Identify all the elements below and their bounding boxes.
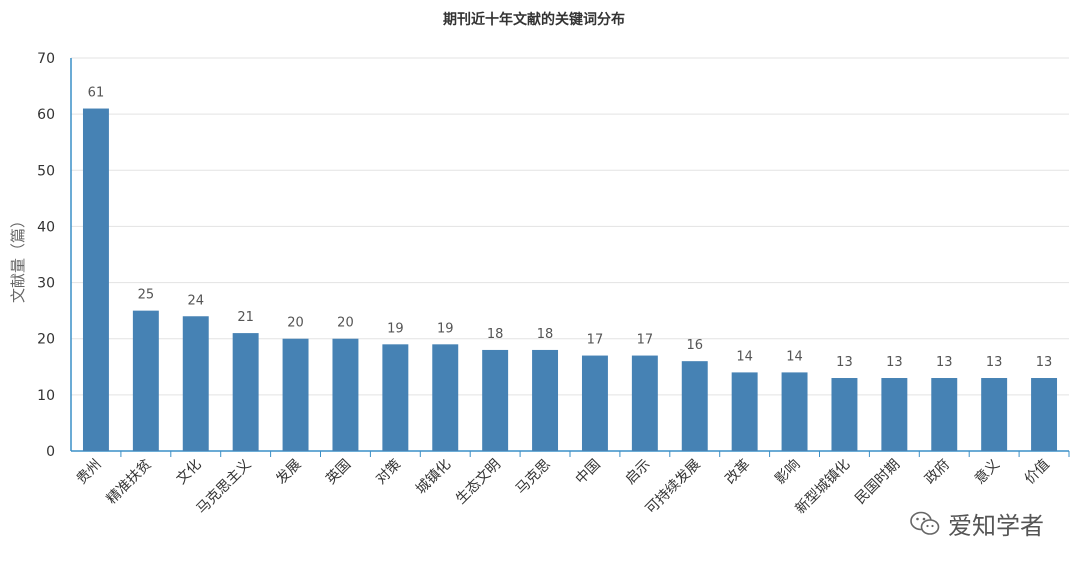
data-label: 19 <box>437 321 454 336</box>
data-label: 18 <box>487 327 504 342</box>
data-label: 13 <box>886 355 903 370</box>
y-tick-label: 70 <box>37 51 55 67</box>
data-label: 16 <box>686 338 703 353</box>
data-label: 24 <box>187 293 204 308</box>
x-tick-label: 影响 <box>772 457 803 488</box>
data-label: 19 <box>387 321 404 336</box>
data-label: 20 <box>337 316 354 331</box>
x-tick-label: 马克思主义 <box>194 457 255 518</box>
bars <box>82 108 1058 452</box>
y-tick-label: 0 <box>46 444 55 460</box>
data-label: 13 <box>836 355 853 370</box>
gridlines <box>71 57 1069 396</box>
x-tick-label: 发展 <box>273 457 304 488</box>
bar <box>282 338 309 451</box>
watermark-text: 爱知学者 <box>948 512 1044 540</box>
x-tick-label: 对策 <box>372 456 404 488</box>
watermark: 爱知学者 <box>910 506 1044 541</box>
bar <box>981 378 1008 451</box>
wechat-icon <box>910 511 940 535</box>
y-tick-label: 20 <box>37 332 55 348</box>
y-tick-label: 50 <box>37 163 55 179</box>
bar <box>432 344 459 451</box>
bar <box>581 355 608 451</box>
x-tick-label: 马克思 <box>513 457 554 498</box>
bar <box>532 349 559 451</box>
data-label: 21 <box>237 310 254 325</box>
x-tick-label: 生态文明 <box>453 457 504 508</box>
data-label: 25 <box>138 288 155 303</box>
x-tick-label: 城镇化 <box>413 457 454 498</box>
data-label: 14 <box>736 349 753 364</box>
y-tick-label: 60 <box>37 107 55 123</box>
x-tick-label: 意义 <box>971 456 1003 488</box>
bar <box>731 372 758 451</box>
bar <box>482 349 509 451</box>
bar <box>1031 378 1058 451</box>
x-tick-label: 价值 <box>1022 457 1053 488</box>
x-tick-label: 贵州 <box>74 457 105 488</box>
data-label: 13 <box>936 355 953 370</box>
x-tick-label: 改革 <box>722 457 753 488</box>
data-label: 17 <box>587 333 604 348</box>
data-label: 18 <box>537 327 554 342</box>
bar <box>881 378 908 451</box>
bar <box>831 378 858 451</box>
bar <box>681 361 708 451</box>
bar <box>931 378 958 451</box>
data-label: 14 <box>786 349 803 364</box>
bar <box>332 338 359 451</box>
data-label: 13 <box>986 355 1003 370</box>
y-tick-label: 10 <box>37 388 55 404</box>
bar <box>631 355 658 451</box>
data-label: 61 <box>88 86 105 101</box>
x-tick-label: 政府 <box>922 457 953 488</box>
bar <box>232 333 259 451</box>
y-tick-label: 40 <box>37 219 55 235</box>
x-tick-label: 可持续发展 <box>642 456 704 518</box>
data-label: 20 <box>287 316 304 331</box>
x-tick-label: 英国 <box>322 456 354 488</box>
x-tick-label: 启示 <box>623 457 654 488</box>
data-label: 17 <box>637 333 654 348</box>
y-axis-label: 文献量（篇） <box>9 213 27 303</box>
x-tick-label: 民国时期 <box>852 457 903 508</box>
x-tick-label: 中国 <box>573 457 604 488</box>
data-label: 13 <box>1036 355 1053 370</box>
chart-title: 期刊近十年文献的关键词分布 <box>443 11 625 28</box>
bar <box>82 108 109 452</box>
bar <box>382 344 409 451</box>
bar <box>182 316 209 451</box>
bar <box>781 372 808 451</box>
x-tick-label: 精准扶贫 <box>104 457 155 508</box>
y-tick-label: 30 <box>37 276 55 292</box>
bar <box>132 310 159 451</box>
x-tick-label: 文化 <box>173 457 204 488</box>
x-tick-label: 新型城镇化 <box>792 457 853 518</box>
data-labels: 61 25 24 21 20 20 19 19 18 18 17 17 16 14 14 13 13 13 13 13 <box>88 86 1053 370</box>
